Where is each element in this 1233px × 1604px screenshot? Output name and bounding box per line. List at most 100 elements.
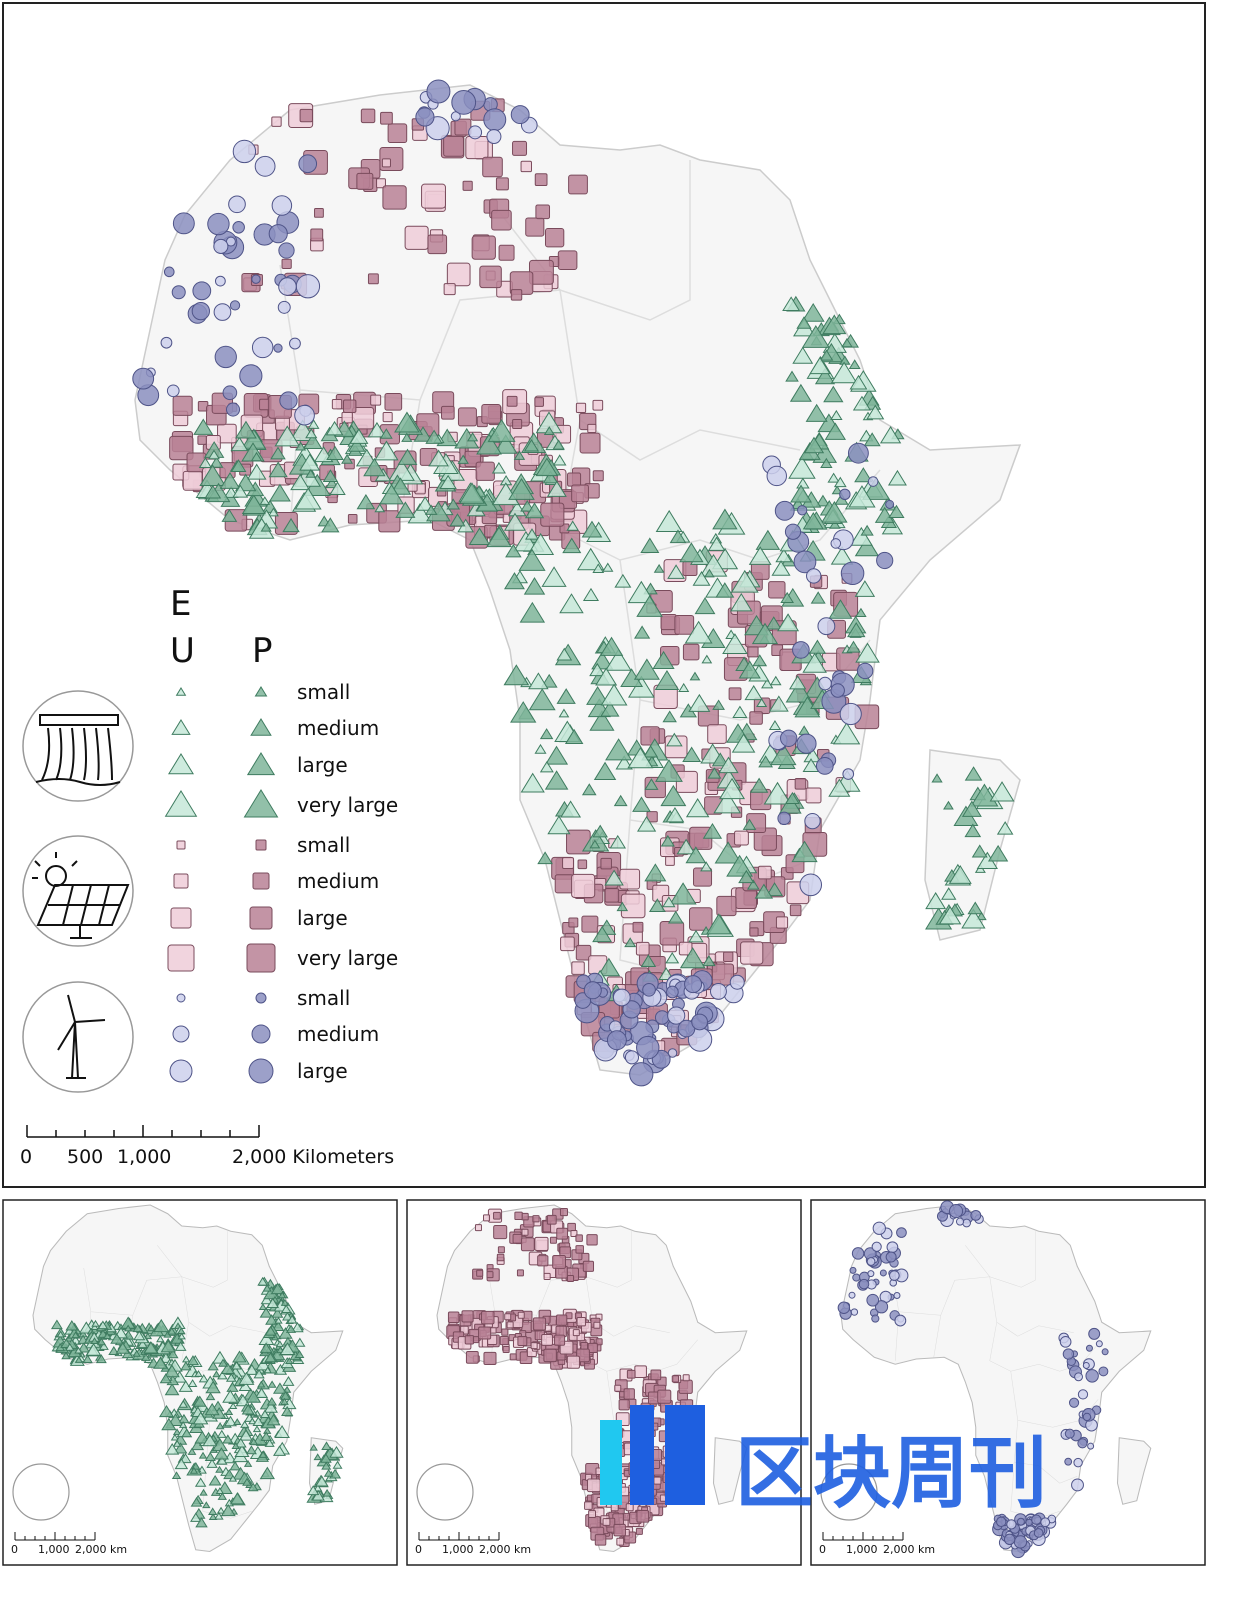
triangle-marker <box>823 385 844 403</box>
triangle-marker <box>855 607 867 618</box>
triangle-marker <box>243 1460 253 1467</box>
square-marker <box>671 1375 680 1383</box>
triangle-marker <box>239 1429 253 1441</box>
square-marker <box>496 1253 505 1262</box>
triangle-marker <box>258 1303 268 1311</box>
circle-marker <box>729 974 745 990</box>
triangle-marker <box>788 456 816 479</box>
triangle-marker <box>156 1335 165 1343</box>
square-marker <box>544 228 565 248</box>
square-marker <box>382 412 393 423</box>
triangle-marker <box>341 453 354 464</box>
square-marker <box>342 399 357 413</box>
square-marker <box>530 1342 538 1350</box>
square-marker <box>616 1537 625 1546</box>
triangle-marker <box>633 625 651 639</box>
triangle-marker <box>285 1324 297 1333</box>
triangle-marker <box>207 1361 219 1371</box>
triangle-marker <box>279 1390 291 1400</box>
circle-marker <box>1013 1535 1028 1549</box>
triangle-marker <box>614 573 632 588</box>
triangle-marker <box>167 1327 177 1335</box>
square-marker <box>604 888 620 903</box>
scale-bar <box>822 1532 904 1541</box>
triangle-marker <box>789 675 807 690</box>
square-marker <box>246 943 276 973</box>
triangle-marker <box>257 1276 268 1286</box>
square-marker <box>580 1341 589 1350</box>
square-marker <box>341 411 353 424</box>
triangle-marker <box>332 1460 343 1469</box>
triangle-marker <box>824 422 847 440</box>
triangle-marker <box>225 1372 237 1382</box>
circle-marker <box>295 274 321 299</box>
triangle-marker <box>275 1340 285 1348</box>
square-marker <box>572 1329 580 1337</box>
triangle-marker <box>189 1466 199 1474</box>
triangle-marker <box>738 869 755 884</box>
triangle-marker <box>830 361 858 384</box>
square-marker <box>347 514 358 524</box>
triangle-marker <box>161 1417 177 1431</box>
square-marker <box>618 1399 630 1411</box>
triangle-marker <box>449 513 466 527</box>
circle-marker <box>192 281 212 301</box>
triangle-marker <box>294 1349 305 1358</box>
scale-label: 2,000 km <box>75 1543 127 1556</box>
square-marker <box>707 724 727 744</box>
watermark: 区块周刊 <box>735 1429 1047 1519</box>
triangle-marker <box>216 1455 228 1465</box>
triangle-marker <box>644 778 659 790</box>
triangle-marker <box>810 591 826 604</box>
triangle-marker <box>849 526 873 546</box>
circle-marker <box>1077 1389 1089 1400</box>
triangle-marker <box>248 1417 257 1425</box>
triangle-marker <box>665 952 680 964</box>
triangle-marker <box>713 790 742 814</box>
square-marker <box>789 904 802 917</box>
square-marker <box>749 711 763 725</box>
triangle-marker <box>644 863 667 882</box>
scale-label: 2,000 Kilometers <box>232 1146 394 1168</box>
square-marker <box>579 432 601 454</box>
square-marker <box>588 1510 596 1519</box>
triangle-marker <box>676 838 696 855</box>
triangle-marker <box>252 1416 265 1426</box>
triangle-marker <box>822 314 847 335</box>
square-marker <box>567 1222 576 1232</box>
triangle-marker <box>468 527 491 546</box>
triangle-marker <box>395 501 416 518</box>
square-marker <box>360 108 376 124</box>
square-marker <box>568 174 588 195</box>
circle-marker <box>774 500 795 521</box>
triangle-marker <box>689 671 701 681</box>
circle-marker <box>654 1010 670 1025</box>
legend: E U P small medium large very large small med… <box>164 584 398 1084</box>
square-marker <box>660 613 677 631</box>
circle-marker <box>426 79 451 104</box>
triangle-marker <box>233 1418 242 1426</box>
triangle-marker <box>186 1355 200 1366</box>
square-marker <box>568 917 579 928</box>
triangle-marker <box>701 654 713 664</box>
triangle-marker <box>170 1433 180 1441</box>
square-marker <box>805 787 822 804</box>
circle-marker <box>792 641 810 659</box>
circle-marker <box>191 301 210 321</box>
square-marker <box>502 1346 510 1354</box>
circle-marker <box>226 402 241 417</box>
triangle-marker <box>65 1342 75 1351</box>
triangle-marker <box>581 783 597 796</box>
triangle-marker <box>665 806 685 823</box>
square-marker <box>498 244 515 261</box>
square-marker <box>310 228 324 242</box>
triangle-marker <box>241 1403 255 1415</box>
triangle-marker <box>232 1350 247 1363</box>
triangle-marker <box>249 1437 259 1446</box>
triangle-marker <box>439 474 457 490</box>
triangle-marker <box>523 577 546 595</box>
triangle-marker <box>259 1409 271 1418</box>
triangle-marker <box>115 1341 131 1354</box>
triangle-marker <box>633 658 660 680</box>
triangle-marker <box>503 664 530 686</box>
